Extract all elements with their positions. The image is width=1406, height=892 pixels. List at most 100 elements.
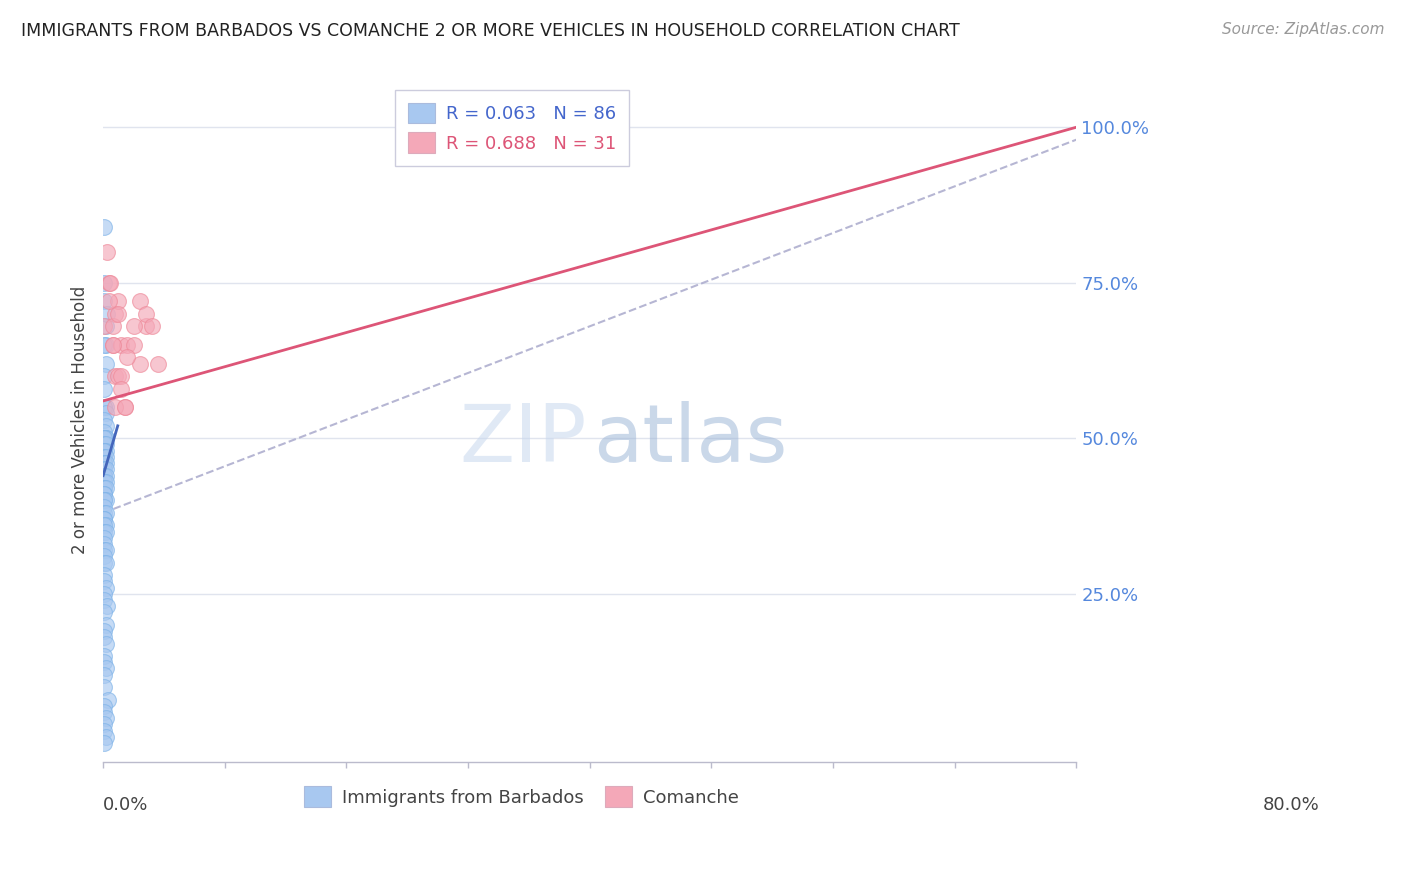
Point (517, 120, 540, 135)
Point (93, 456, 115, 470)
Point (93, 493, 115, 508)
Point (98, 294, 121, 309)
Point (128, 357, 150, 371)
Point (135, 307, 157, 321)
Point (93, 369, 115, 384)
Point (100, 276, 122, 290)
Point (94, 730, 117, 744)
Point (94, 475, 117, 489)
Point (94, 431, 117, 445)
Point (93, 568, 115, 582)
Point (101, 319, 124, 334)
Point (107, 294, 129, 309)
Point (93, 717, 115, 731)
Point (94, 450, 117, 464)
Point (110, 369, 132, 384)
Point (93, 475, 115, 489)
Point (93, 468, 115, 483)
Point (93, 631, 115, 645)
Point (128, 294, 150, 309)
Point (94, 636, 117, 650)
Point (93, 443, 115, 458)
Point (101, 338, 124, 352)
Point (93, 294, 115, 309)
Point (93, 543, 115, 558)
Point (94, 357, 117, 371)
Point (94, 524, 117, 539)
Point (93, 443, 115, 458)
Point (93, 487, 115, 501)
Point (94, 618, 117, 632)
Y-axis label: 2 or more Vehicles in Household: 2 or more Vehicles in Household (72, 285, 89, 554)
Point (94, 506, 117, 520)
Point (93, 462, 115, 476)
Point (93, 531, 115, 545)
Point (93, 475, 115, 489)
Point (104, 369, 127, 384)
Point (93, 549, 115, 564)
Point (93, 481, 115, 495)
Point (94, 406, 117, 420)
Point (122, 319, 145, 334)
Text: IMMIGRANTS FROM BARBADOS VS COMANCHE 2 OR MORE VEHICLES IN HOUSEHOLD CORRELATION: IMMIGRANTS FROM BARBADOS VS COMANCHE 2 O… (21, 22, 960, 40)
Point (93, 648, 115, 663)
Point (122, 338, 145, 352)
Point (93, 512, 115, 526)
Point (93, 425, 115, 439)
Point (93, 468, 115, 483)
Point (93, 680, 115, 694)
Point (93, 587, 115, 601)
Point (93, 276, 115, 290)
Point (94, 493, 117, 508)
Point (94, 518, 117, 533)
Point (96, 307, 118, 321)
Point (93, 450, 115, 464)
Point (93, 537, 115, 551)
Point (110, 382, 132, 396)
Point (94, 543, 117, 558)
Point (94, 400, 117, 414)
Point (94, 443, 117, 458)
Point (93, 437, 115, 451)
Point (603, 133, 626, 147)
Text: atlas: atlas (593, 401, 787, 479)
Point (98, 276, 121, 290)
Point (93, 606, 115, 620)
Point (93, 500, 115, 514)
Point (146, 357, 169, 371)
Point (141, 319, 163, 334)
Point (94, 319, 117, 334)
Point (93, 698, 115, 713)
Point (107, 369, 129, 384)
Point (93, 624, 115, 639)
Point (93, 506, 115, 520)
Point (110, 338, 132, 352)
Point (104, 400, 127, 414)
Point (114, 400, 136, 414)
Point (93, 431, 115, 445)
Point (94, 661, 117, 675)
Point (94, 462, 117, 476)
Point (104, 307, 127, 321)
Point (93, 655, 115, 669)
Point (93, 512, 115, 526)
Point (93, 723, 115, 738)
Point (93, 400, 115, 414)
Point (93, 219, 115, 234)
Point (93, 456, 115, 470)
Legend: Immigrants from Barbados, Comanche: Immigrants from Barbados, Comanche (297, 779, 747, 814)
Text: 0.0%: 0.0% (103, 796, 149, 814)
Point (97, 692, 120, 706)
Point (93, 431, 115, 445)
Point (93, 338, 115, 352)
Point (117, 351, 139, 365)
Point (93, 493, 115, 508)
Point (94, 711, 117, 725)
Point (117, 338, 139, 352)
Point (93, 518, 115, 533)
Point (93, 319, 115, 334)
Point (96, 599, 118, 614)
Point (135, 319, 157, 334)
Point (94, 431, 117, 445)
Point (94, 581, 117, 595)
